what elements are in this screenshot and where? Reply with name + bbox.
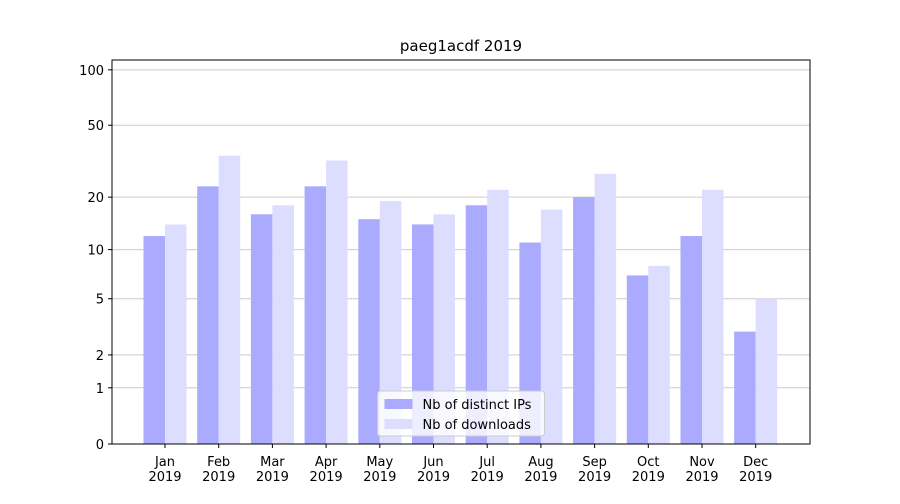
bar [197,186,219,444]
x-tick-label: Nov 2019 [685,455,718,485]
chart-title: paeg1acdf 2019 [400,37,522,55]
x-tick-label: Aug 2019 [524,455,557,485]
bar [755,298,778,444]
x-tick-label: Dec 2019 [739,455,772,485]
bar [702,189,724,444]
y-tick-label: 20 [87,191,104,206]
bar [304,186,327,444]
y-tick-label: 0 [96,438,104,453]
x-tick-label: Apr 2019 [310,455,343,485]
legend-swatch [384,419,413,429]
x-tick-label: Feb 2019 [202,455,235,485]
bar [540,209,563,444]
x-tick-label: Oct 2019 [632,455,665,485]
bar [680,236,702,444]
bar [734,331,756,444]
y-tick-label: 5 [96,293,104,308]
bar [143,236,165,444]
x-tick-label: Mar 2019 [256,455,289,485]
y-tick-label: 10 [87,244,104,259]
bar [358,219,380,444]
legend-label: Nb of distinct IPs [423,398,532,413]
bar [626,275,649,444]
legend-label: Nb of downloads [423,418,532,433]
plot-frame [111,59,811,445]
bar [594,173,617,444]
y-tick-label: 2 [96,349,104,364]
bar [379,201,402,444]
y-tick-label: 50 [87,119,104,134]
legend: Nb of distinct IPs Nb of downloads [377,390,545,437]
bar [272,205,294,444]
bar [465,205,488,444]
x-tick-label: Jan 2019 [148,455,181,485]
x-tick-label: Sep 2019 [578,455,611,485]
bar [326,160,348,444]
legend-swatch [384,399,413,409]
x-tick-label: May 2019 [363,455,396,485]
bar [165,224,187,444]
legend-box [377,390,545,437]
bar [648,265,670,444]
bar [250,214,273,444]
y-tick-label: 1 [96,382,104,397]
bar [412,224,434,444]
x-tick-label: Jun 2019 [417,455,450,485]
bar [218,155,241,445]
y-tick-label: 100 [79,64,104,79]
bar [487,189,509,444]
bar [433,214,455,444]
bar [573,197,595,444]
x-tick-label: Jul 2019 [471,455,504,485]
